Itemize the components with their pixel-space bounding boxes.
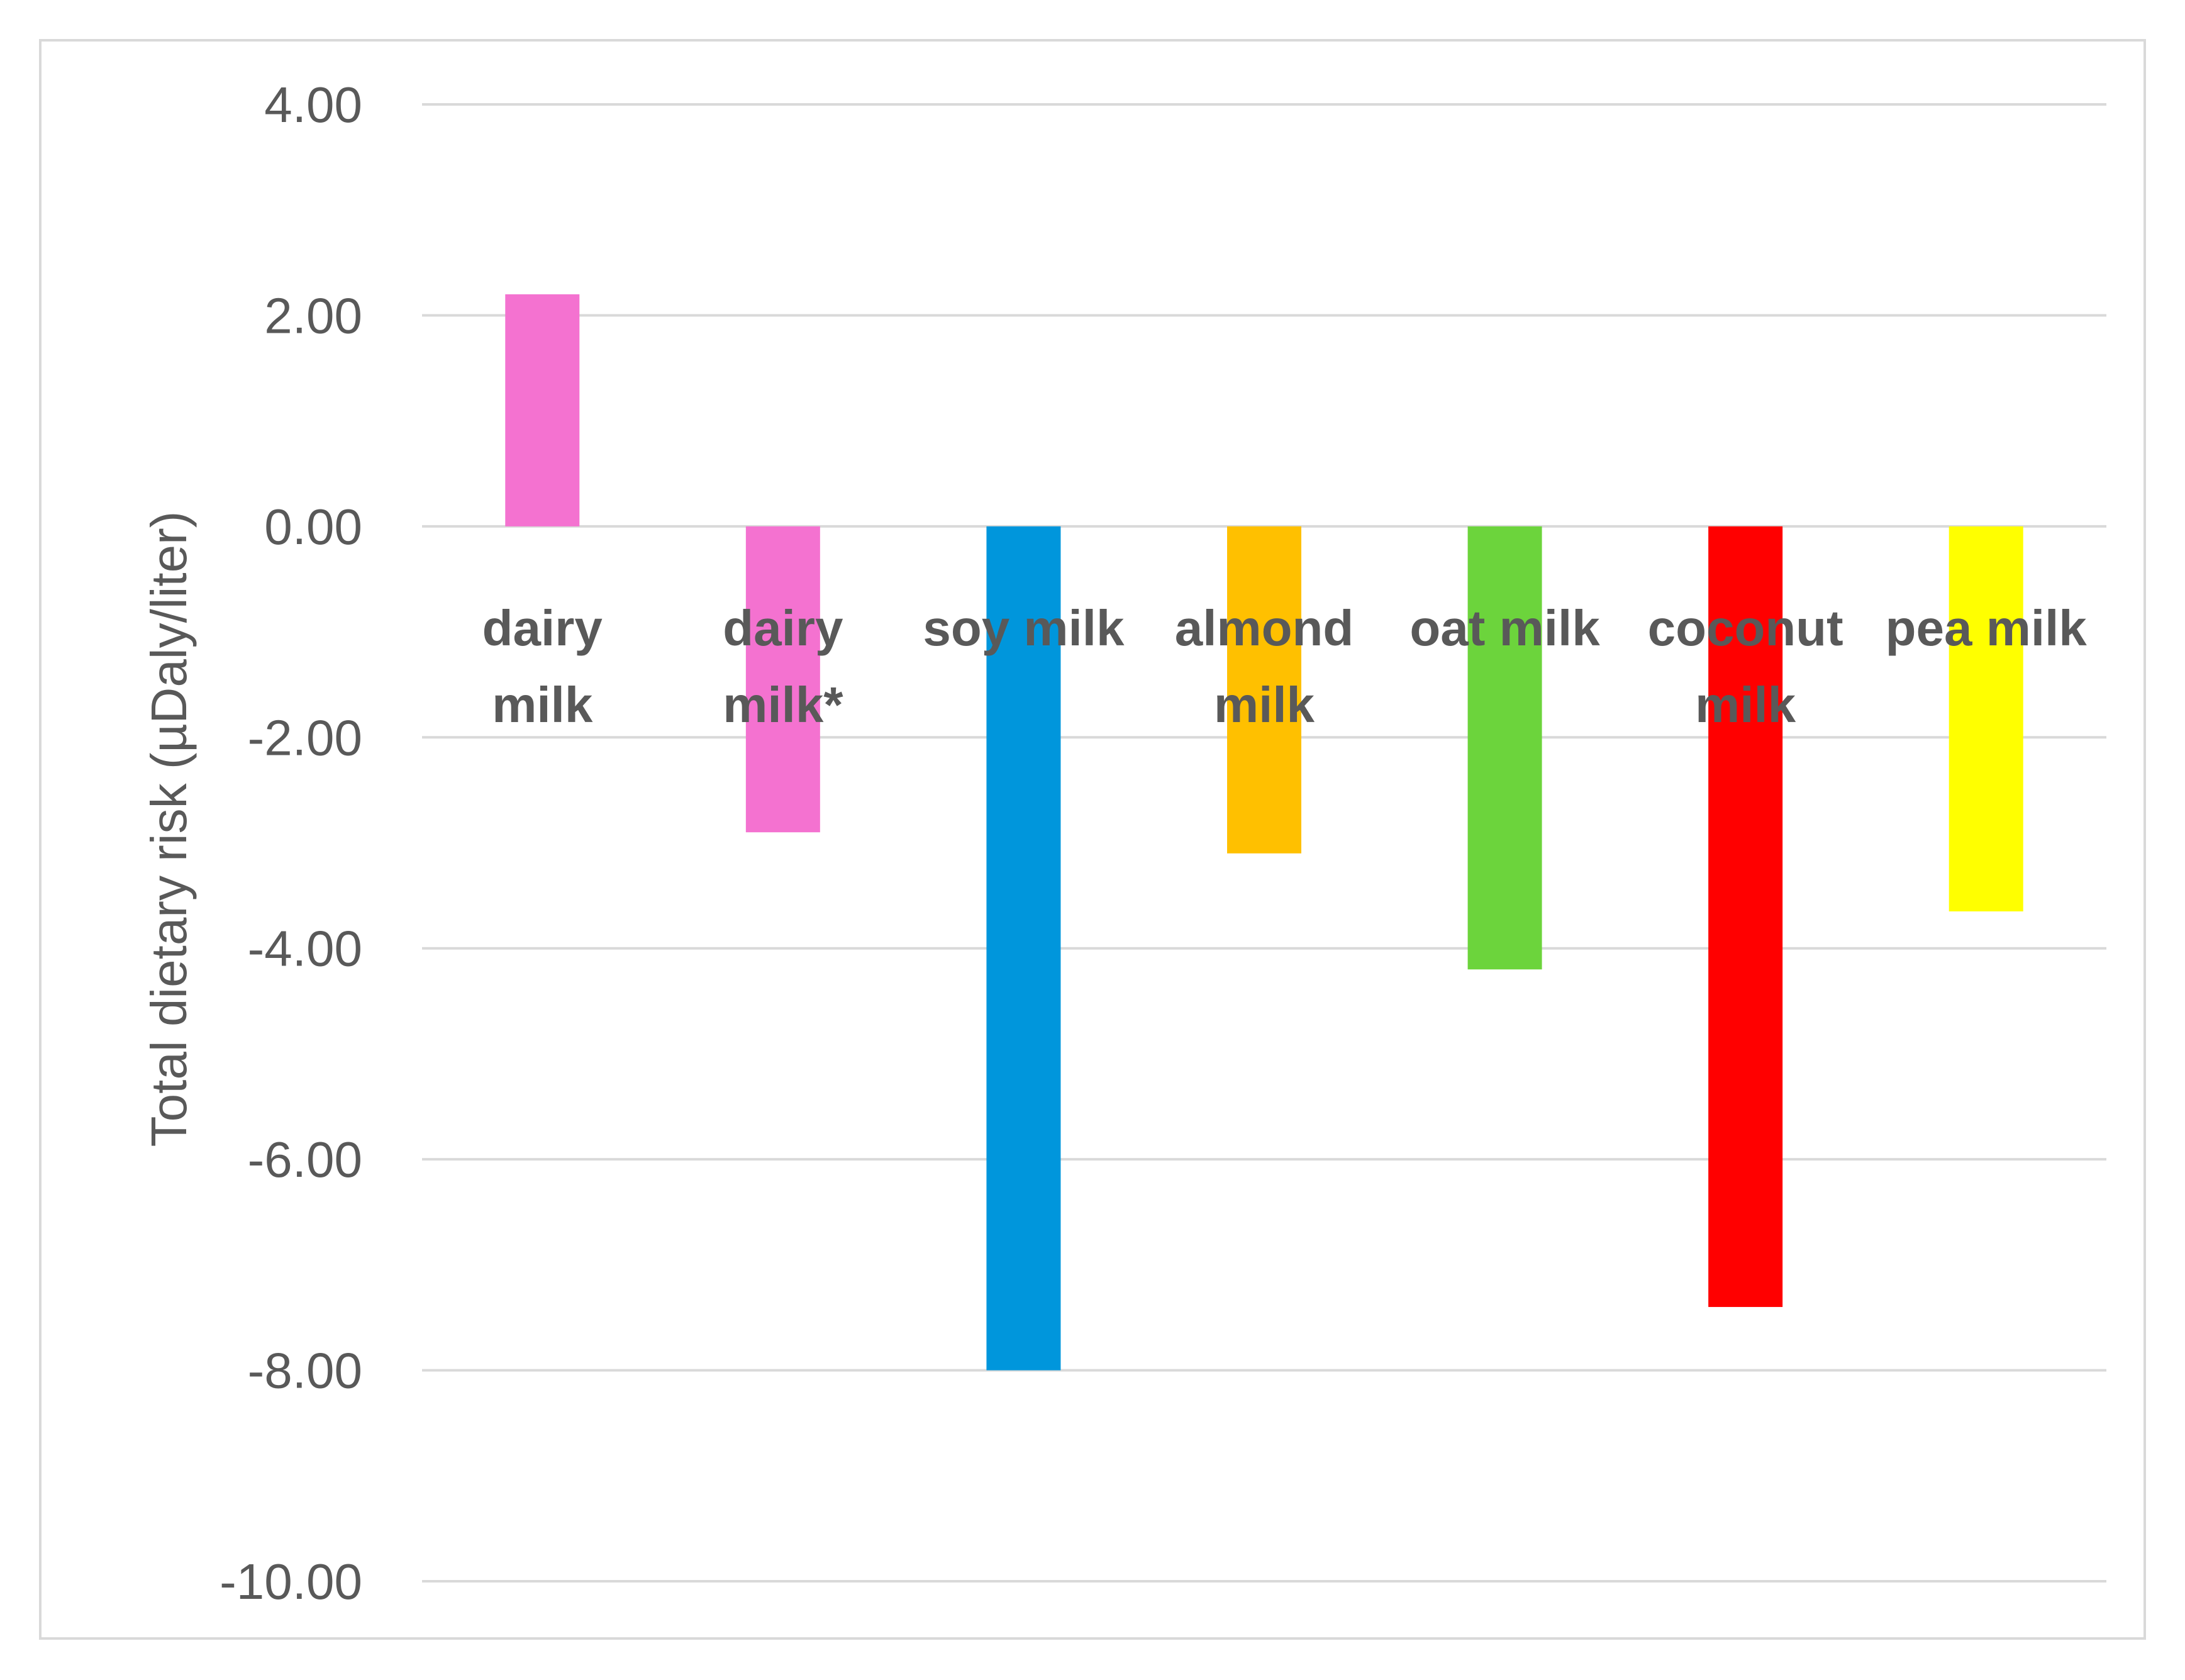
y-tick-label: 4.00	[264, 77, 362, 133]
bar	[1949, 526, 2023, 912]
bar	[1708, 526, 1783, 1307]
bar	[1227, 526, 1301, 854]
category-label: soy milk	[923, 600, 1125, 656]
chart-frame: 4.00 2.00 0.00 -2.00 -4.00 -6.00 -8.00 -10.00 d…	[39, 39, 2146, 1640]
bar	[505, 294, 580, 526]
category-label: dairy	[723, 600, 843, 656]
category-label: milk	[492, 677, 593, 733]
y-tick-label: -2.00	[248, 709, 362, 765]
category-label: dairy	[482, 600, 603, 656]
category-label: pea milk	[1886, 600, 2088, 656]
y-tick-label: 0.00	[264, 499, 362, 555]
category-label: milk	[1695, 677, 1796, 733]
y-tick-label: -6.00	[248, 1132, 362, 1188]
bars	[505, 294, 2023, 1371]
category-labels: dairy milk dairy milk* soy milk almond milk oat…	[482, 600, 2088, 733]
y-tick-label: 2.00	[264, 287, 362, 343]
bar	[1467, 526, 1542, 970]
category-label: coconut	[1648, 600, 1843, 656]
bar-chart: 4.00 2.00 0.00 -2.00 -4.00 -6.00 -8.00 -10.00 d…	[141, 77, 2106, 1610]
y-tick-label: -10.00	[220, 1554, 362, 1610]
category-label: milk	[1214, 677, 1315, 733]
category-label: oat milk	[1409, 600, 1600, 656]
category-label: milk*	[723, 677, 843, 733]
y-axis-title: Total dietary risk (µDaly/liter)	[141, 511, 197, 1147]
bar	[745, 526, 820, 833]
y-tick-label: -8.00	[248, 1343, 362, 1399]
y-tick-label: -4.00	[248, 921, 362, 977]
y-axis-ticks: 4.00 2.00 0.00 -2.00 -4.00 -6.00 -8.00 -10.00	[220, 77, 362, 1610]
category-label: almond	[1175, 600, 1354, 656]
bar	[986, 526, 1061, 1371]
